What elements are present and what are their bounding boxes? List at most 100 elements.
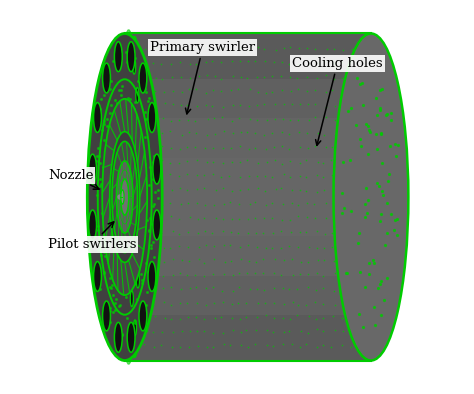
Point [121, 271, 128, 278]
Point [135, 178, 142, 184]
Point [107, 212, 115, 218]
Point [107, 197, 115, 203]
Point [109, 309, 117, 315]
Point [107, 247, 115, 253]
Point [126, 51, 133, 58]
Point [393, 216, 401, 222]
Point [154, 194, 162, 201]
Point [136, 157, 143, 164]
Point [96, 286, 103, 292]
Point [125, 223, 133, 229]
Point [111, 299, 119, 306]
Point [129, 245, 137, 252]
Point [141, 133, 149, 139]
Point [142, 302, 150, 309]
Point [376, 105, 383, 112]
Point [123, 59, 131, 65]
Point [136, 225, 144, 232]
Point [147, 245, 155, 251]
Point [386, 142, 394, 149]
Point [127, 65, 135, 72]
Point [127, 204, 134, 211]
Point [106, 255, 113, 261]
Point [138, 142, 146, 148]
Point [125, 142, 133, 148]
Point [128, 166, 135, 173]
Polygon shape [125, 33, 371, 361]
Point [138, 277, 146, 283]
Text: Cooling holes: Cooling holes [292, 57, 383, 145]
Point [383, 275, 391, 281]
Point [100, 212, 108, 218]
Point [107, 128, 115, 134]
Point [146, 107, 154, 113]
Point [127, 276, 135, 282]
Point [100, 234, 108, 240]
Point [392, 152, 400, 159]
Point [365, 126, 373, 133]
Point [362, 284, 369, 290]
Point [128, 139, 136, 145]
Point [154, 187, 162, 193]
Point [95, 152, 103, 159]
Point [138, 173, 146, 179]
Point [99, 164, 107, 170]
Point [354, 240, 362, 246]
Point [347, 208, 355, 214]
Point [123, 160, 131, 167]
Point [139, 210, 147, 216]
Point [109, 292, 117, 298]
Point [122, 281, 130, 288]
Point [114, 248, 121, 254]
Point [110, 267, 118, 273]
Point [128, 65, 136, 72]
Point [105, 263, 112, 269]
Point [107, 305, 114, 311]
Text: Pilot swirlers: Pilot swirlers [48, 222, 137, 251]
Point [128, 227, 136, 233]
Point [129, 132, 137, 138]
Point [126, 267, 134, 273]
Point [118, 332, 126, 338]
Point [110, 261, 118, 268]
Point [130, 126, 137, 132]
Point [108, 282, 116, 288]
Ellipse shape [139, 301, 147, 331]
Point [118, 148, 126, 154]
Point [108, 193, 115, 199]
Point [100, 249, 108, 255]
Point [112, 253, 120, 259]
Point [391, 217, 399, 223]
Point [113, 323, 121, 330]
Point [141, 109, 149, 115]
Ellipse shape [110, 132, 140, 262]
Point [131, 113, 139, 119]
Point [144, 98, 151, 104]
Ellipse shape [117, 161, 133, 233]
Ellipse shape [128, 202, 132, 218]
Point [383, 112, 390, 118]
Ellipse shape [114, 322, 122, 352]
Polygon shape [125, 79, 371, 315]
Point [113, 100, 120, 106]
Point [356, 136, 364, 142]
Point [137, 214, 145, 221]
Point [376, 218, 383, 225]
Point [127, 325, 135, 331]
Point [137, 308, 145, 314]
Point [109, 154, 116, 160]
Point [393, 232, 401, 239]
Point [128, 260, 136, 266]
Point [129, 61, 137, 68]
Point [383, 200, 391, 206]
Point [124, 314, 131, 321]
Point [103, 163, 111, 169]
Point [151, 153, 158, 160]
Point [142, 85, 149, 92]
Ellipse shape [121, 190, 124, 204]
Ellipse shape [130, 291, 133, 307]
Point [138, 280, 146, 286]
Point [144, 217, 151, 224]
Point [391, 227, 398, 233]
Point [378, 188, 385, 194]
